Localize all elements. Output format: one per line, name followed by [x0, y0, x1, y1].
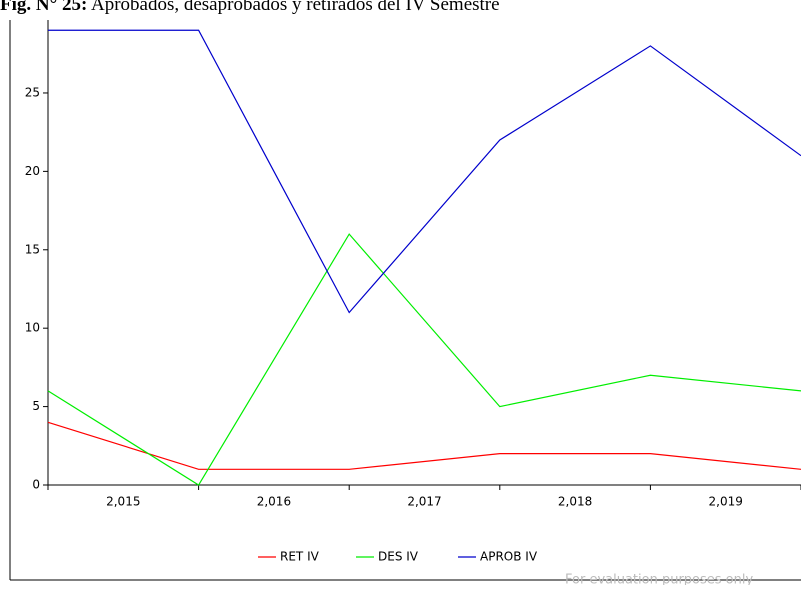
watermark: For evaluation purposes only: [565, 573, 753, 586]
x-tick-label: 2,015: [106, 495, 140, 509]
x-tick-label: 2,016: [257, 495, 291, 509]
y-tick-label: 15: [25, 242, 40, 256]
series-line: [47, 233, 801, 486]
series-line: [48, 29, 801, 314]
series-line: [47, 421, 801, 470]
y-tick-label: 20: [25, 164, 40, 178]
y-tick-label: 25: [25, 85, 40, 99]
legend-label: RET IV: [280, 550, 320, 564]
title-prefix: Fig. N° 25:: [0, 0, 87, 15]
title-text: Aprobados, desaprobados y retirados del …: [91, 0, 500, 15]
x-tick-label: 2,019: [709, 495, 743, 509]
legend-label: APROB IV: [480, 550, 538, 564]
y-tick-label: 5: [32, 399, 40, 413]
legend-label: DES IV: [378, 550, 419, 564]
x-tick-label: 2,018: [558, 495, 592, 509]
y-tick-label: 0: [32, 478, 40, 492]
x-tick-label: 2,017: [407, 495, 441, 509]
chart-title: Fig. N° 25: Aprobados, desaprobados y re…: [0, 0, 500, 15]
y-tick-label: 10: [25, 321, 40, 335]
